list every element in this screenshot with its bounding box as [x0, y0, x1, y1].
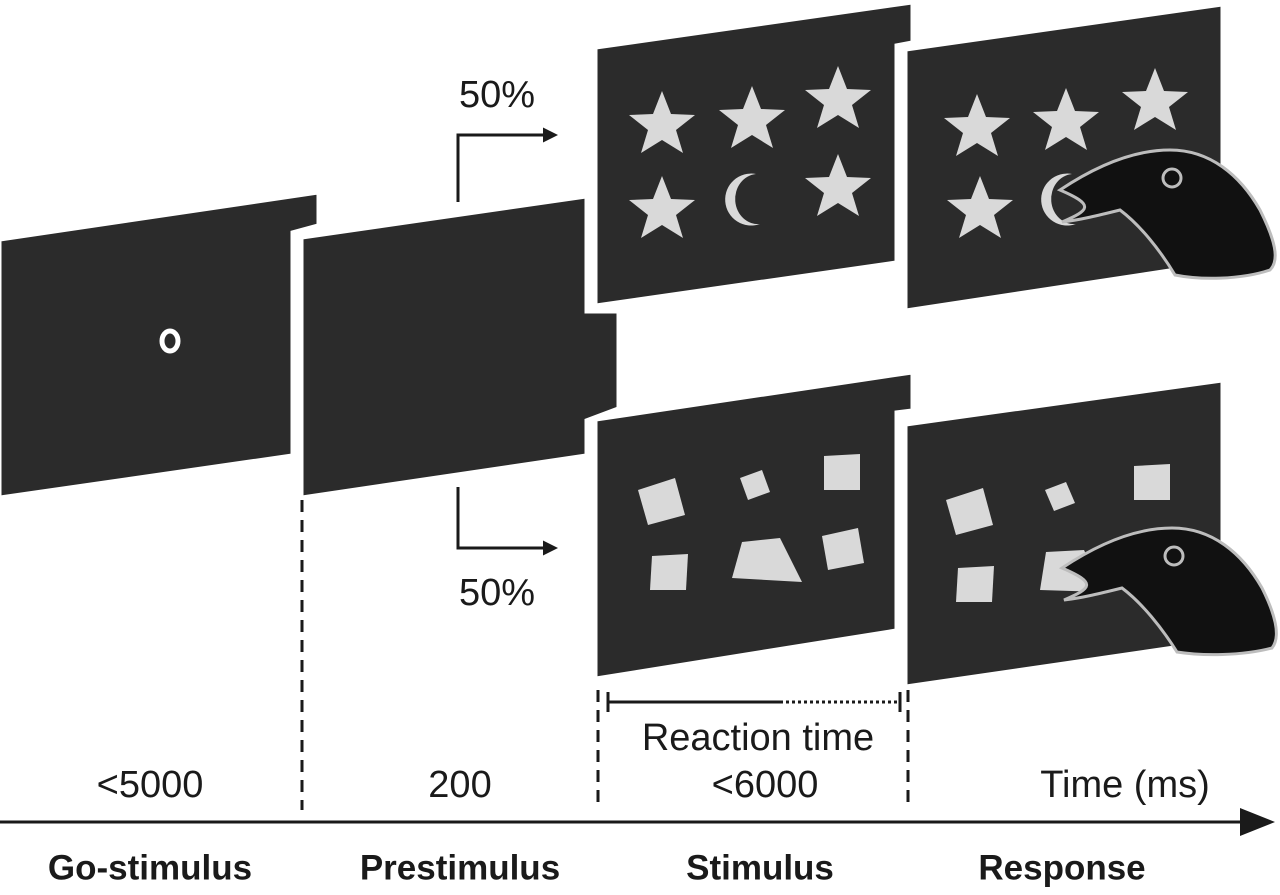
phase-label: Go-stimulus [48, 848, 252, 887]
duration-label: <6000 [712, 764, 819, 806]
fixation-point [159, 328, 181, 354]
stimulus-screen-squares [594, 371, 914, 680]
branch-arrow-upper [456, 127, 558, 202]
phase-label: Response [978, 848, 1145, 887]
probability-label: 50% [459, 572, 535, 614]
squares-set [638, 454, 864, 590]
crow-head-bottom [1058, 526, 1278, 657]
stimulus-screen-stars [594, 1, 914, 307]
prestimulus-screen [300, 195, 620, 499]
crow-head-top [1056, 148, 1277, 280]
go-stimulus-screen [0, 191, 320, 499]
time-axis-head [1240, 808, 1275, 836]
time-axis-label: Time (ms) [1040, 764, 1210, 806]
duration-label: 200 [428, 764, 491, 806]
phase-label: Stimulus [686, 848, 834, 887]
branch-arrow-lower [456, 487, 558, 556]
reaction-time-label: Reaction time [642, 717, 874, 759]
duration-label: <5000 [97, 764, 204, 806]
phase-label: Prestimulus [360, 848, 560, 887]
probability-label: 50% [459, 74, 535, 116]
